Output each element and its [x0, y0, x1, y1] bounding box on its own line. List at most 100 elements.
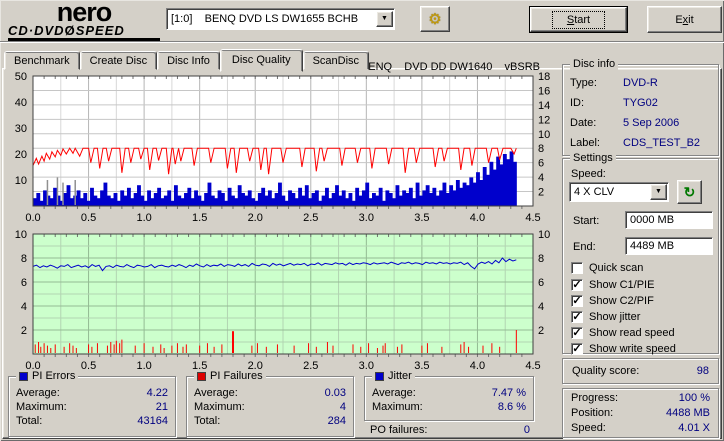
speed-select[interactable]: 4 X CLV ▼	[569, 182, 669, 202]
speed-label: Speed:	[571, 168, 606, 180]
drive-select[interactable]: [1:0] BENQ DVD LS DW1655 BCHB ▼	[166, 8, 395, 30]
svg-text:6: 6	[538, 158, 544, 170]
svg-text:2.5: 2.5	[303, 360, 318, 372]
settings-title: Settings	[573, 152, 613, 164]
exit-button[interactable]: Exit	[647, 6, 722, 33]
options-button[interactable]: ⚙	[420, 6, 450, 32]
svg-text:14: 14	[538, 100, 550, 112]
svg-text:10: 10	[538, 129, 550, 141]
refresh-button[interactable]: ↻	[677, 180, 702, 204]
svg-text:4.5: 4.5	[525, 360, 540, 372]
checkbox-show-c2-pif[interactable]: ✓ Show C2/PIF	[571, 295, 654, 307]
svg-text:4.0: 4.0	[470, 360, 485, 372]
svg-text:2: 2	[538, 325, 544, 337]
checkbox-icon: ✓	[571, 295, 583, 307]
jitter-chart: 10 8 6 4 2 10 8 6 4 2 0.0 0.5 1.0 1.5 2.0 2.5 3.0 3.5 4.0 4…	[15, 229, 551, 372]
quality-score-value: 98	[696, 365, 709, 377]
svg-text:10: 10	[15, 229, 27, 241]
svg-text:1.0: 1.0	[136, 360, 151, 372]
quality-score-panel: Quality score: 98	[562, 358, 719, 384]
svg-text:0.0: 0.0	[25, 212, 40, 224]
checkbox-icon: ✓	[571, 279, 583, 291]
quality-score-label: Quality score:	[572, 365, 640, 377]
svg-text:2: 2	[21, 325, 27, 337]
svg-text:4.5: 4.5	[525, 212, 540, 224]
svg-text:4: 4	[538, 301, 544, 313]
svg-text:10: 10	[538, 229, 550, 241]
svg-text:0.0: 0.0	[25, 360, 40, 372]
drive-select-value: [1:0] BENQ DVD LS DW1655 BCHB	[171, 13, 359, 25]
svg-text:2: 2	[538, 187, 544, 199]
start-field[interactable]: 0000 MB	[625, 211, 713, 229]
disc-info-row: Date: 5 Sep 2006	[570, 117, 680, 129]
speed-select-arrow-button[interactable]: ▼	[650, 184, 667, 200]
svg-text:0.5: 0.5	[81, 360, 96, 372]
svg-text:30: 30	[15, 123, 27, 135]
tab-disc-info[interactable]: Disc Info	[157, 51, 220, 70]
disc-icon: Ø	[64, 23, 76, 38]
svg-text:1.5: 1.5	[192, 360, 207, 372]
stat-row: Average: 0.03	[194, 387, 346, 399]
stat-row: Average: 7.47 %	[372, 387, 526, 399]
tools-icon: ⚙	[428, 11, 442, 28]
stat-row: Total: 284	[194, 415, 346, 427]
tab-scandisc[interactable]: ScanDisc	[302, 51, 370, 70]
exit-button-label: Exit	[675, 13, 694, 26]
pi-errors-stats-box: PI Errors Average: 4.22 Maximum: 21 Total:…	[8, 370, 176, 437]
svg-text:12: 12	[538, 114, 550, 126]
chevron-down-icon: ▼	[655, 188, 662, 195]
end-field[interactable]: 4489 MB	[625, 237, 713, 255]
tab-bar: Benchmark Create Disc Disc Info Disc Qua…	[4, 46, 370, 72]
checkbox-show-c1-pie[interactable]: ✓ Show C1/PIE	[571, 279, 655, 291]
start-field-label: Start:	[573, 215, 600, 227]
checkbox-icon	[571, 262, 583, 274]
checkbox-icon: ✓	[571, 311, 583, 323]
drive-select-arrow-button[interactable]: ▼	[376, 11, 393, 27]
checkbox-quick-scan[interactable]: Quick scan	[571, 261, 643, 275]
logo-product: CD·DVDØSPEED	[8, 23, 160, 41]
pi-failures-stats-box: PI Failures Average: 0.03 Maximum: 4 Total…	[186, 370, 354, 437]
svg-text:8: 8	[21, 253, 27, 265]
svg-text:2.0: 2.0	[248, 360, 263, 372]
svg-text:3.5: 3.5	[414, 212, 429, 224]
pi-failures-title: PI Failures	[210, 370, 263, 382]
tab-benchmark[interactable]: Benchmark	[4, 51, 80, 70]
tab-disc-quality[interactable]: Disc Quality	[219, 49, 303, 72]
svg-text:40: 40	[15, 97, 27, 109]
refresh-icon: ↻	[683, 183, 696, 200]
start-button-label: Start	[551, 10, 606, 29]
tab-create-disc[interactable]: Create Disc	[79, 51, 158, 70]
logo-brand: nero	[56, 0, 113, 27]
svg-text:8: 8	[538, 253, 544, 265]
stat-row: Average: 4.22	[16, 387, 168, 399]
svg-text:1.0: 1.0	[136, 212, 151, 224]
stat-row: Maximum: 4	[194, 401, 346, 413]
chevron-down-icon: ▼	[381, 15, 388, 22]
disc-info-row: ID: TYG02	[570, 97, 658, 109]
jitter-stats-box: Jitter Average: 7.47 % Maximum: 8.6 %	[364, 370, 534, 421]
position-row: Position: 4488 MB	[571, 407, 710, 419]
svg-text:2.0: 2.0	[248, 212, 263, 224]
svg-text:16: 16	[538, 85, 550, 97]
svg-text:4: 4	[21, 301, 27, 313]
pi-errors-chart: 50 40 30 20 10 18 16 14 12 10 8 6 4 2 0.0 0.5 1.0 1.5 2.0 2…	[15, 71, 551, 224]
svg-text:6: 6	[21, 277, 27, 289]
svg-text:2.5: 2.5	[303, 212, 318, 224]
checkbox-show-jitter[interactable]: ✓ Show jitter	[571, 311, 641, 323]
svg-text:0.5: 0.5	[81, 212, 96, 224]
svg-text:6: 6	[538, 277, 544, 289]
checkbox-icon: ✓	[571, 327, 583, 339]
checkbox-show-read-speed[interactable]: ✓ Show read speed	[571, 327, 675, 339]
svg-text:4.0: 4.0	[470, 212, 485, 224]
app-logo: nero CD·DVDØSPEED	[8, 0, 160, 41]
disc-info-title: Disc info	[573, 58, 616, 70]
svg-text:50: 50	[15, 71, 27, 83]
checkbox-show-write-speed[interactable]: ✓ Show write speed	[571, 343, 676, 355]
svg-text:3.5: 3.5	[414, 360, 429, 372]
svg-text:3.0: 3.0	[359, 212, 374, 224]
checkbox-icon: ✓	[571, 343, 583, 355]
stat-row: Total: 43164	[16, 415, 168, 427]
start-button[interactable]: Start	[529, 6, 628, 33]
stat-row: Maximum: 21	[16, 401, 168, 413]
